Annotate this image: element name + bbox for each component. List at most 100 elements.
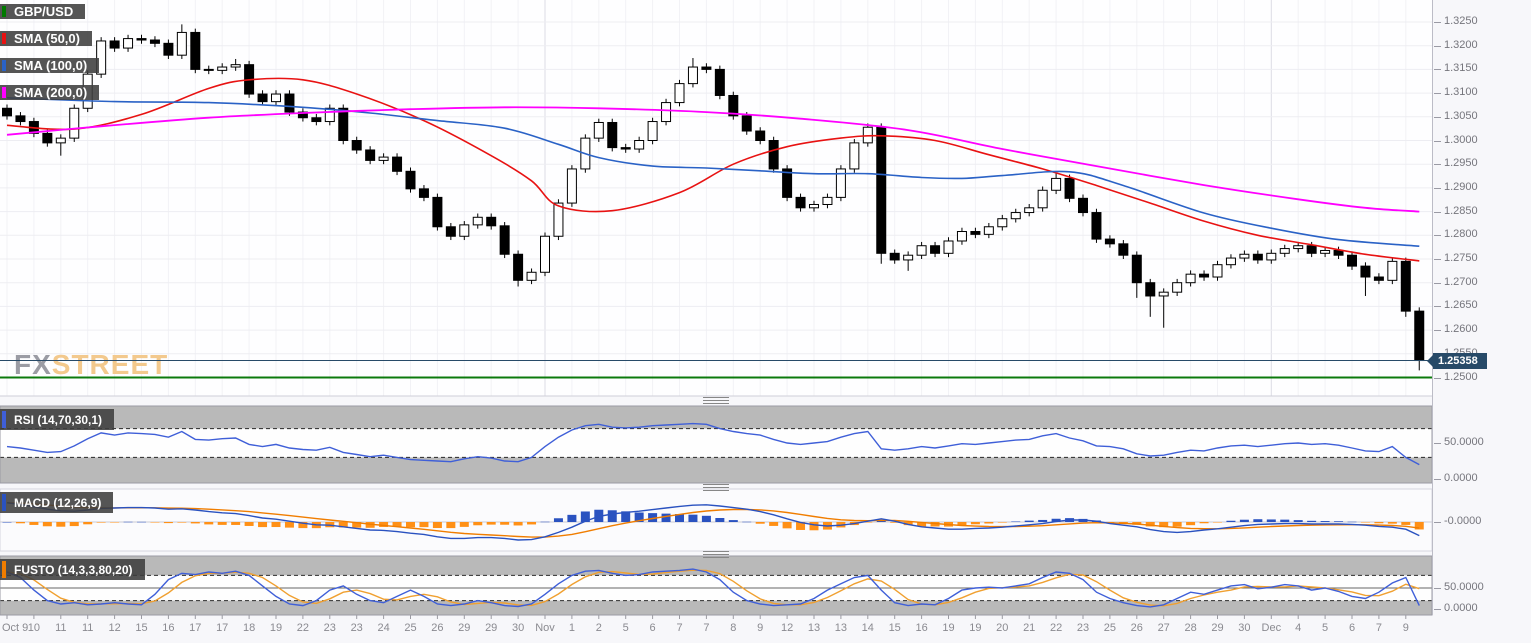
date-label: 27	[1157, 622, 1170, 634]
macd-histogram-bar	[406, 522, 415, 528]
rsi-color-swatch	[2, 411, 6, 428]
tick-dash	[1434, 330, 1441, 332]
tick-dash	[1434, 443, 1441, 444]
panel-resize-handle-main-rsi[interactable]	[703, 397, 729, 405]
candle-body	[123, 38, 134, 49]
macd-histogram-bar	[446, 522, 456, 529]
candle-body	[1293, 245, 1304, 250]
macd-histogram-bar	[1226, 520, 1236, 522]
candle-body	[1158, 291, 1169, 297]
macd-histogram-bar	[621, 511, 631, 522]
panel-resize-handle-macd-stoch[interactable]	[703, 551, 729, 559]
date-label: 7	[676, 622, 683, 634]
date-label: 16	[915, 622, 928, 634]
macd-histogram-bar	[997, 522, 1007, 523]
stoch-tick-label: 0.0000	[1434, 602, 1478, 614]
date-label: 30	[511, 622, 525, 634]
candle-body	[1400, 260, 1411, 312]
date-label: 14	[861, 622, 874, 634]
candle-body	[997, 218, 1008, 228]
date-label: 23	[1076, 622, 1090, 634]
price-tick-label: 1.3050	[1434, 110, 1478, 122]
macd-histogram-bar	[755, 522, 765, 524]
tick-dash	[1434, 164, 1441, 166]
macd-histogram-bar	[1159, 522, 1169, 528]
candle-body	[849, 142, 860, 170]
candle-body	[526, 271, 537, 281]
tick-dash	[1434, 211, 1441, 213]
candle-body	[136, 38, 147, 41]
legend-symbol[interactable]: GBP/USD	[0, 4, 86, 19]
candle-body	[149, 39, 160, 44]
candle-body	[1387, 260, 1398, 281]
sma100-color-swatch	[2, 60, 6, 71]
macd-histogram-bar	[284, 522, 294, 528]
macd-histogram-bar	[1293, 520, 1303, 522]
macd-histogram-bar	[392, 522, 402, 527]
macd-signal-line	[6, 502, 1420, 538]
candle-body	[230, 64, 241, 68]
macd-histogram-bar	[1011, 521, 1021, 522]
macd-histogram-bar	[701, 515, 711, 522]
date-label: 16	[162, 622, 175, 634]
candle-body	[903, 254, 914, 261]
candle-body	[365, 149, 376, 161]
legend-sma50[interactable]: SMA (50,0)	[0, 31, 92, 46]
macd-color-swatch	[2, 494, 6, 511]
candle-body	[822, 196, 833, 205]
symbol-color-swatch	[2, 6, 6, 17]
macd-histogram-bar	[1172, 522, 1182, 527]
macd-histogram-bar	[1239, 519, 1249, 522]
macd-line	[6, 502, 1420, 541]
price-axis[interactable]: 1.3250 1.3200 1.3150 1.3100 1.3050 1.3000 1.29…	[1432, 0, 1531, 643]
sma200-label: SMA (200,0)	[14, 85, 88, 100]
date-label: 19	[942, 622, 955, 634]
stoch-oversold-band	[0, 600, 1432, 615]
date-label: 18	[242, 622, 256, 634]
candle-body	[701, 66, 712, 70]
rsi-tick-label: 0.0000	[1434, 472, 1478, 484]
macd-histogram-bar	[244, 522, 254, 526]
candle-body	[607, 121, 618, 149]
macd-histogram-bar	[513, 522, 523, 526]
stoch-panel-title[interactable]: FUSTO (14,3,3,80,20)	[0, 559, 145, 580]
macd-histogram-bar	[69, 522, 79, 527]
candle-body	[1185, 273, 1196, 284]
sma200-line	[6, 106, 1420, 213]
macd-histogram-bar	[1360, 522, 1370, 523]
macd-histogram-bar	[553, 518, 563, 522]
tick-dash	[1434, 235, 1441, 237]
macd-histogram-bar	[1374, 522, 1384, 524]
macd-histogram-bar	[1414, 522, 1424, 530]
date-label: 17	[189, 622, 202, 634]
candle-body	[930, 245, 941, 254]
panel-resize-handle-rsi-macd[interactable]	[703, 484, 729, 492]
rsi-panel-title[interactable]: RSI (14,70,30,1)	[0, 409, 115, 430]
macd-histogram-bar	[917, 522, 927, 527]
legend-sma100[interactable]: SMA (100,0)	[0, 58, 100, 73]
macd-histogram-bar	[769, 522, 779, 526]
candle-body	[768, 140, 779, 170]
macd-histogram-bar	[1320, 521, 1330, 522]
candle-body	[782, 168, 793, 198]
candle-body	[1172, 282, 1183, 293]
legend-sma200[interactable]: SMA (200,0)	[0, 85, 100, 100]
macd-histogram-bar	[648, 513, 658, 522]
candle-body	[69, 107, 80, 139]
sma50-label: SMA (50,0)	[14, 31, 80, 46]
macd-panel-title[interactable]: MACD (12,26,9)	[0, 492, 114, 513]
candle-body	[1347, 254, 1357, 267]
macd-histogram-bar	[1199, 522, 1209, 524]
macd-histogram-bar	[957, 522, 967, 526]
candle-body	[378, 156, 389, 161]
rsi-tick-label: 50.0000	[1434, 436, 1484, 448]
watermark-fx: FX	[14, 349, 52, 380]
candle-body	[1051, 177, 1062, 191]
rsi-mid-band	[0, 428, 1432, 458]
macd-histogram-bar	[352, 522, 362, 528]
macd-histogram-bar	[123, 521, 133, 523]
macd-histogram-bar	[876, 520, 886, 522]
candle-body	[257, 93, 268, 103]
date-label: 6	[649, 622, 656, 634]
